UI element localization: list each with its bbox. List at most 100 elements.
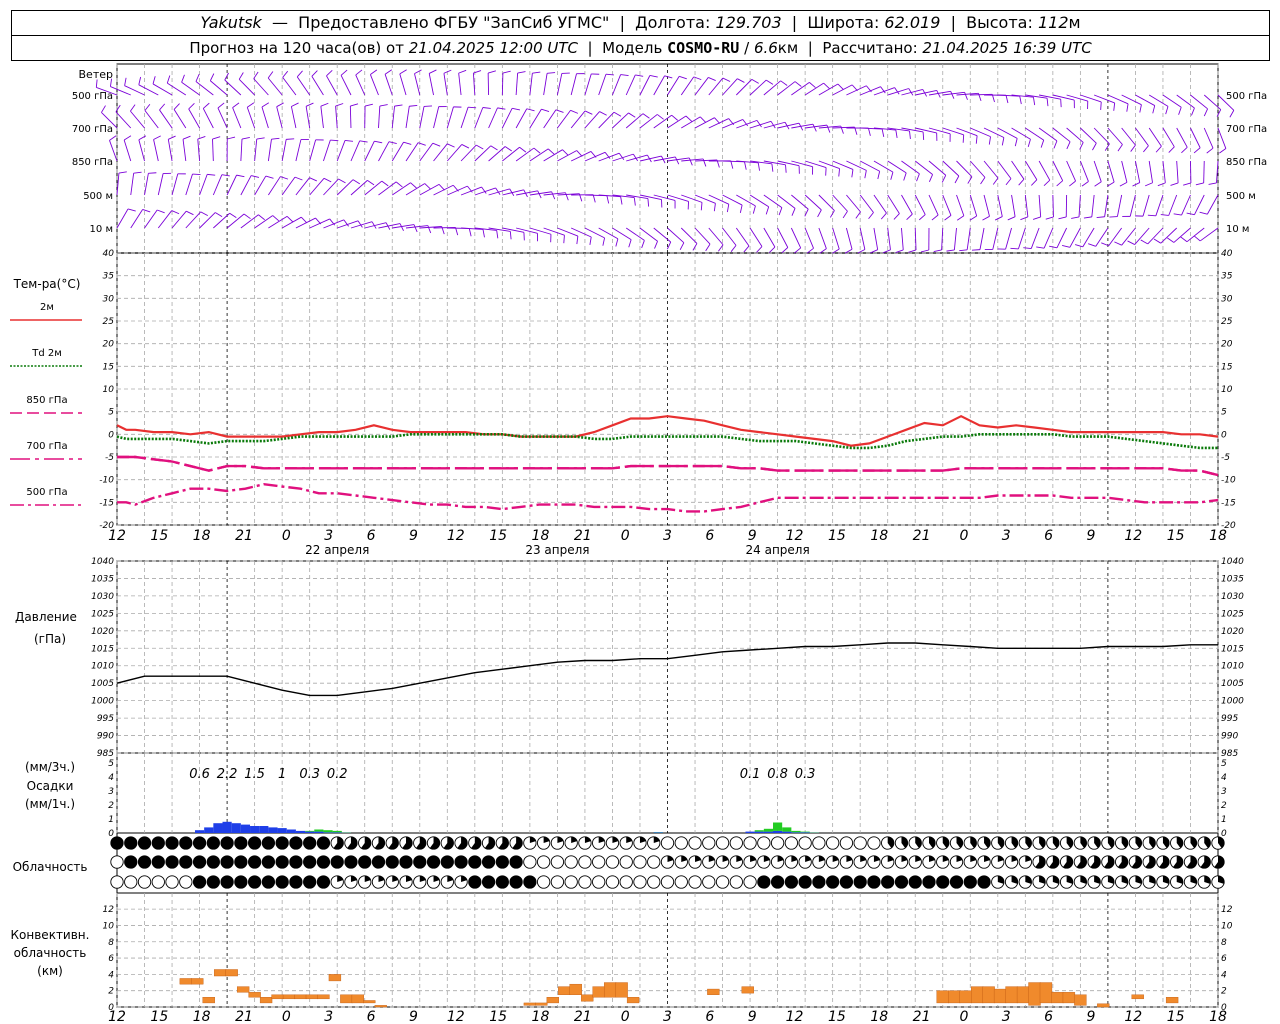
wind-barb-feather (413, 224, 418, 233)
cloud-symbol (426, 855, 441, 869)
wind-barb (1153, 227, 1178, 244)
wind-barb-feather (109, 135, 117, 141)
cloud-symbol (550, 855, 565, 869)
precip-tick-right: 0 (1221, 829, 1227, 839)
temp-series-line (116, 433, 1218, 450)
conv-cloud-bar (558, 986, 571, 995)
wind-barb-feather (962, 134, 965, 143)
temp-series-line (117, 455, 1219, 477)
wind-barb (639, 194, 663, 208)
cloud-symbol-fill (1135, 836, 1142, 848)
wind-barb-feather (495, 187, 501, 195)
precip-bar (204, 827, 214, 833)
cloud-symbol (963, 875, 977, 889)
time-tick-label-bottom: 21 (574, 1009, 592, 1024)
wind-barb-staff (1216, 160, 1219, 183)
wind-barb (1025, 94, 1049, 107)
wind-barb-feather (243, 213, 251, 220)
convective-cloud-plot (179, 969, 1179, 1008)
cloud-symbol-fill (461, 875, 467, 882)
wind-barb (290, 102, 299, 129)
wind-barb-feather (1178, 107, 1182, 115)
wind-barb (309, 139, 324, 162)
wind-barb-staff (138, 84, 159, 96)
cloud-symbol (261, 855, 276, 869)
wind-barb (1203, 127, 1214, 154)
wind-barb-staff (399, 73, 407, 96)
wind-barb-feather (1040, 139, 1045, 148)
cloud-symbol (468, 875, 482, 889)
wind-barb-feather (359, 140, 368, 143)
wind-barb-staff (859, 194, 874, 213)
wind-barb-staff (157, 210, 173, 229)
cloud-symbol-fill (984, 836, 991, 848)
wind-barb (1025, 127, 1045, 148)
wind-barb-staff (873, 87, 895, 96)
wind-barb-staff (529, 73, 533, 96)
wind-barb-feather (692, 243, 698, 251)
wind-barb (749, 79, 774, 96)
wind-barb-staff (226, 213, 245, 229)
wind-barb-feather (819, 248, 827, 254)
wind-barb-feather (895, 129, 898, 138)
conv-cloud-bar (1074, 994, 1087, 1006)
wind-barb-staff (1052, 160, 1064, 181)
conv-cloud-bar (523, 1002, 537, 1006)
wind-barb-feather (1119, 181, 1128, 187)
wind-barb-feather (992, 177, 999, 185)
wind-barb (791, 81, 816, 96)
wind-level-label-right: 500 гПа (1226, 91, 1267, 102)
wind-barb-staff (979, 227, 985, 250)
wind-barb-staff (488, 146, 506, 162)
wind-barb (1024, 160, 1038, 186)
wind-barb-feather (101, 105, 106, 113)
wind-barb-staff (1160, 227, 1178, 244)
precip-tick-left: 2 (108, 801, 114, 811)
wind-barb (130, 171, 142, 196)
wind-barb-feather (188, 102, 195, 110)
cloud-symbol-fill (915, 836, 922, 848)
precip-bar (305, 831, 315, 833)
wind-barb (282, 70, 297, 96)
pres-tick-right: 985 (1221, 749, 1238, 759)
wind-barb-feather (975, 135, 978, 144)
wind-barb-feather (344, 139, 354, 142)
wind-barb-feather (197, 136, 206, 140)
wind-barb (195, 73, 214, 96)
wind-barb-feather (384, 69, 393, 75)
temp-tick-left: 20 (103, 340, 115, 350)
wind-barb-feather (868, 212, 874, 220)
time-tick-label-bottom: 18 (532, 1009, 550, 1024)
conv-cloud-bar (282, 994, 296, 1000)
wind-barb (185, 211, 209, 229)
wind-barb-staff (639, 75, 651, 96)
wind-barb-feather (829, 210, 835, 218)
wind-barb-staff (722, 119, 744, 129)
cloud-symbol-fill (612, 836, 619, 843)
wind-barb (859, 194, 874, 220)
wind-barb-staff (364, 222, 387, 229)
precip-bar (194, 830, 205, 833)
wind-barb-staff (268, 176, 281, 196)
wind-barb-staff (1052, 127, 1071, 143)
precip-tick-left: 5 (108, 759, 114, 769)
cloud-symbol-fill (512, 836, 523, 850)
time-tick-label-bottom: 0 (282, 1009, 291, 1024)
wind-barb (914, 160, 933, 183)
wind-barb (956, 194, 965, 221)
wind-barb-feather (461, 144, 470, 149)
wind-barb-staff (1011, 94, 1034, 98)
wind-barb-staff (1148, 160, 1153, 183)
wind-barb (625, 74, 644, 96)
wind-barb-staff (167, 82, 187, 96)
wind-barb (887, 160, 907, 181)
wind-barb-feather (424, 183, 431, 190)
pres-tick-right: 1040 (1221, 557, 1244, 567)
wind-barb-staff (116, 208, 129, 229)
wind-barb-feather (1191, 107, 1195, 116)
wind-barb (267, 137, 280, 162)
wind-barb (446, 144, 470, 162)
wind-level-label-left: 850 гПа (72, 157, 113, 168)
wind-barb (166, 75, 187, 96)
wind-barb-staff (1217, 94, 1235, 111)
